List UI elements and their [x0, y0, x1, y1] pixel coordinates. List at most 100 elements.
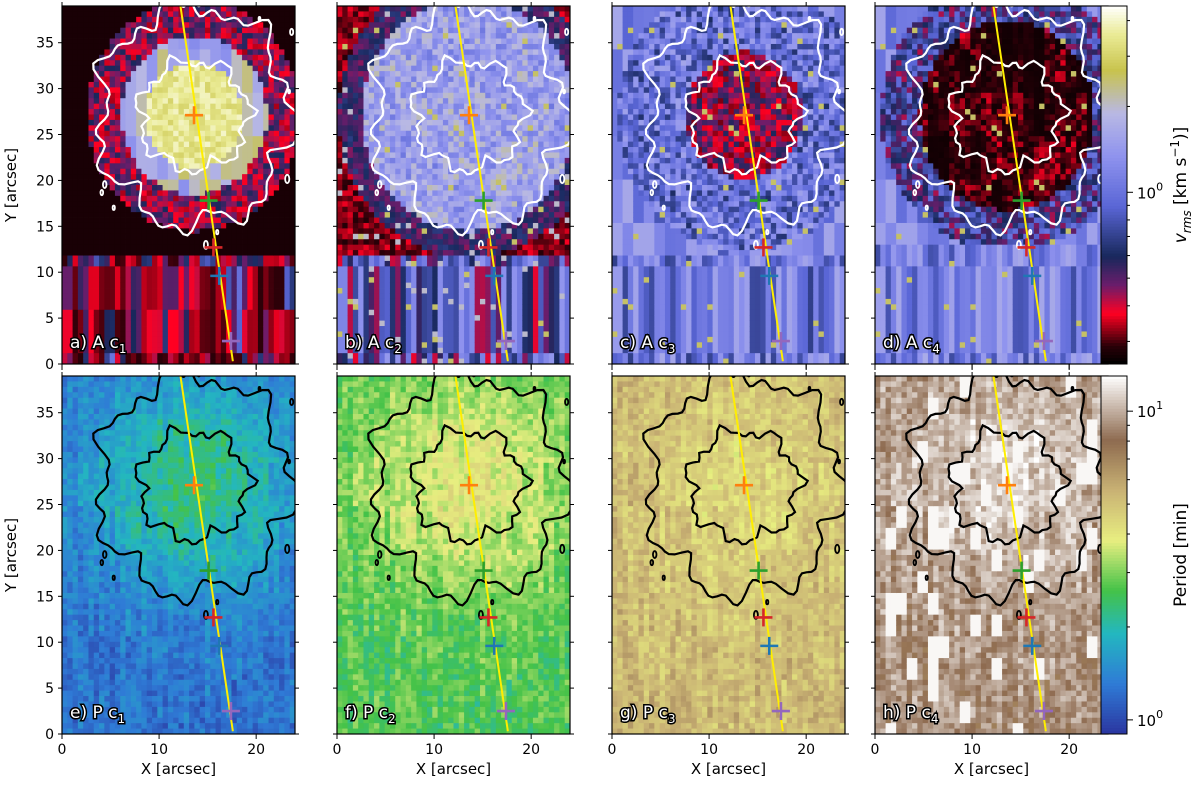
contour-island [298, 401, 302, 409]
y-tick-label: 20 [36, 173, 54, 189]
panel-e: 0 10 20 0 5 10 15 20 25 30 35 Y [arcsec] X [arcsec] e… [2, 372, 322, 778]
contour-island [589, 174, 592, 179]
colorbar-label: Period [min] [1171, 503, 1191, 607]
panel-a: 0 5 10 15 20 25 30 35 Y [arcsec] a) A c1 [2, 2, 317, 373]
axes-frame [336, 5, 571, 365]
contour-island [834, 543, 841, 555]
contour-island [731, 376, 736, 378]
colorbar-label: vrms [km s−1)] [1168, 127, 1194, 244]
colorbar-frame [1100, 5, 1128, 365]
marker-3 [754, 608, 773, 627]
y-tick-label: 10 [36, 265, 54, 281]
panel-f: 0 10 20 X [arcsec] f) P c2 [333, 372, 592, 778]
contour-island [196, 376, 201, 378]
contour-island [912, 558, 918, 567]
contours-a [92, 6, 317, 250]
x-tick-label: 20 [522, 742, 540, 758]
y-axis-label: Y [arcsec] [2, 148, 20, 223]
contour-island [111, 574, 116, 581]
contour-island [731, 6, 736, 8]
panel-label: d) A c4 [883, 333, 940, 356]
y-tick-label: 15 [36, 589, 54, 605]
y-axis-label: Y [arcsec] [2, 518, 20, 593]
y-tick-label: 30 [36, 452, 54, 468]
marker-4 [760, 266, 779, 285]
penumbra-contour [92, 376, 295, 607]
contour-island [298, 31, 302, 39]
contour-island [807, 386, 812, 392]
contour-island [562, 88, 566, 95]
axes-frame [61, 375, 296, 735]
contour-island [753, 239, 759, 250]
contour-island [386, 574, 391, 581]
heatmap-f [337, 376, 570, 734]
y-tick-label: 10 [36, 635, 54, 651]
contour-island [309, 179, 312, 184]
contour-island [839, 397, 845, 407]
contour-island [765, 599, 770, 606]
contour-island [471, 376, 476, 378]
contour-island [870, 159, 872, 163]
umbra-contour [684, 53, 810, 176]
contour-island [456, 6, 461, 8]
marker-1 [735, 106, 754, 125]
contour-island [649, 188, 655, 197]
contours-c [642, 6, 872, 250]
penumbra-contour [367, 376, 570, 607]
contour-island [652, 550, 658, 559]
trajectory-line [454, 6, 509, 362]
contour-island [314, 174, 317, 179]
contour-island [377, 180, 383, 189]
contour-island [1009, 376, 1014, 378]
contour-island [584, 549, 587, 554]
contour-island [834, 173, 841, 185]
contour-island [915, 550, 921, 559]
penumbra-contour [905, 6, 1108, 237]
contour-island [289, 27, 295, 37]
x-tick-label: 0 [333, 742, 342, 758]
y-tick-label: 25 [36, 128, 54, 144]
marker-4 [760, 636, 779, 655]
marker-4 [485, 636, 504, 655]
contour-island [490, 229, 495, 236]
marker-1 [735, 476, 754, 495]
contour-island [915, 180, 921, 189]
colorbar-tick-label: 100 [1137, 180, 1163, 202]
marker-4 [1023, 636, 1042, 655]
contour-island [320, 529, 322, 533]
colorbar-gradient [1101, 6, 1127, 365]
contour-island [478, 609, 484, 620]
colorbar-tick-label: 101 [1137, 399, 1163, 421]
marker-1 [998, 106, 1017, 125]
marker-5 [771, 702, 790, 721]
contour-island [1016, 609, 1022, 620]
trajectory-line [179, 376, 234, 732]
x-tick-label: 20 [1060, 742, 1078, 758]
contour-island [257, 386, 262, 392]
contour-island [994, 6, 999, 8]
umbra-contour [134, 53, 260, 176]
x-tick-label: 0 [58, 742, 67, 758]
trajectory-line [992, 376, 1047, 732]
penumbra-contour [367, 6, 570, 237]
contour-island [102, 180, 108, 189]
contour-island [661, 574, 666, 581]
panel-label: e) P c1 [70, 703, 125, 726]
marker-2 [474, 191, 493, 210]
contour-island [456, 376, 461, 378]
contour-island [490, 599, 495, 606]
contours-e [92, 376, 322, 620]
contour-island [589, 544, 592, 549]
contour-island [994, 376, 999, 378]
contour-island [859, 179, 862, 184]
marker-4 [1023, 266, 1042, 285]
contour-island [564, 397, 570, 407]
x-tick-label: 10 [425, 742, 443, 758]
contour-island [1016, 239, 1022, 250]
contours-b [367, 6, 592, 250]
marker-1 [460, 476, 479, 495]
marker-2 [199, 191, 218, 210]
trajectory-line [729, 6, 784, 362]
penumbra-contour [92, 6, 295, 237]
contour-island [215, 599, 220, 606]
